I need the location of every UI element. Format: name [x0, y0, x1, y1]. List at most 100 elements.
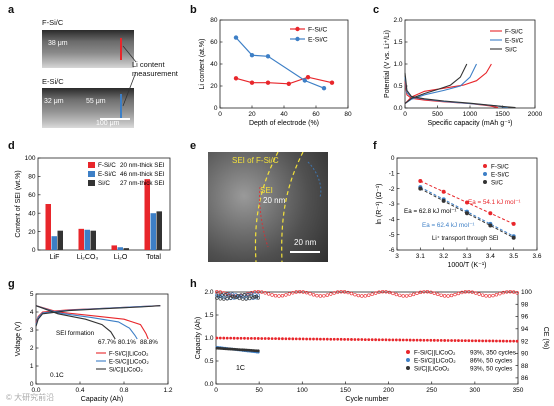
sei-region-blue	[307, 161, 322, 198]
chart-d-bar-2	[57, 230, 63, 250]
chart-h-annotation-rate: 1C	[236, 365, 245, 372]
chart-h-ce-point-0	[411, 292, 416, 297]
chart-h-ylabel2: CE (%)	[542, 327, 549, 350]
chart-b-xtick-label: 80	[344, 111, 352, 118]
chart-c-xtick-label: 0	[403, 111, 407, 118]
chart-d-bar-0	[144, 179, 150, 250]
chart-d-legend-swatch-1	[88, 171, 95, 177]
chart-h-ytick2-label: 86	[521, 375, 529, 382]
chart-h-legend-1: E-Si/C||LiCoO₂	[414, 357, 456, 364]
chart-h-ce-point-2	[220, 293, 224, 297]
chart-h-capacity-point-0	[436, 338, 440, 342]
chart-h-ce-point-0	[456, 291, 461, 296]
chart-h-capacity-point-0	[229, 336, 233, 340]
chart-f-point-0	[465, 200, 469, 205]
chart-h-capacity-point-0	[467, 339, 471, 343]
chart-h-ce-point-2	[227, 293, 231, 298]
chart-b-xlabel: Depth of electrode (%)	[249, 120, 319, 127]
chart-h-capacity-point-0	[457, 339, 460, 342]
chart-h-ce-point-0	[394, 292, 399, 297]
chart-h-ce-point-0	[294, 290, 298, 294]
chart-h-ce-point-0	[467, 290, 471, 294]
sem-esic-scale-1: 32 μm	[44, 98, 64, 105]
chart-h-capacity-point-0	[305, 337, 308, 341]
chart-h-ce-point-0	[287, 292, 292, 296]
chart-h-ce-point-0	[498, 291, 502, 296]
chart-c-ytick-label: 1.5	[393, 39, 402, 46]
chart-b-ytick-label: 0	[214, 105, 218, 112]
chart-h-capacity-point-0	[405, 338, 409, 342]
chart-h-ce-point-0	[446, 294, 450, 298]
chart-d-legend-note-2: 27 nm-thick SEI	[120, 180, 165, 187]
chart-h-capacity-point-0	[298, 337, 302, 341]
chart-h-ce-point-0	[398, 293, 402, 298]
chart-f-xtick-label: 3.3	[462, 253, 471, 260]
chart-h-ce-point-2	[225, 297, 229, 301]
chart-f-ytick-label: -5	[389, 232, 395, 239]
chart-g-ytick-label: 4	[30, 309, 34, 316]
chart-b-ylabel: Li content (at.%)	[199, 39, 206, 90]
chart-h-ce-point-2	[247, 296, 252, 301]
chart-h-ce-point-2	[237, 296, 241, 301]
chart-b-legend-marker-1	[295, 36, 300, 42]
chart-h-ce-point-0	[291, 291, 295, 295]
chart-h-ce-point-0	[377, 290, 381, 294]
chart-b-point-0	[286, 81, 291, 87]
chart-h-ce-point-0	[511, 290, 516, 294]
chart-f-xtick-label: 3.1	[416, 253, 425, 260]
chart-h-ce-point-1	[227, 292, 231, 296]
chart-h-ce-point-0	[260, 290, 264, 294]
chart-h-ce-point-0	[515, 291, 519, 295]
chart-h-ce-point-0	[353, 292, 357, 297]
chart-h-capacity-point-0	[419, 338, 422, 342]
chart-h-capacity-point-0	[453, 339, 457, 342]
chart-h-capacity-point-0	[429, 338, 433, 342]
chart-h-ce-point-0	[429, 290, 433, 294]
chart-c-legend-2: Si/C	[505, 46, 517, 53]
chart-h-capacity-point-0	[287, 337, 291, 341]
chart-h-ce-point-0	[477, 292, 481, 296]
chart-f-legend-marker-2	[483, 180, 487, 184]
chart-h-capacity-point-0	[381, 338, 384, 342]
chart-c-discharge-0	[404, 81, 499, 109]
chart-g-ytick-label: 3	[30, 327, 34, 334]
chart-h-ce-point-1	[241, 295, 245, 299]
chart-h-capacity-point-0	[218, 336, 222, 340]
chart-b-ytick-label: 80	[210, 17, 218, 24]
chart-h-ce-point-0	[308, 292, 312, 296]
chart-f-annotation-transport: Li⁺ transport through SEI	[432, 235, 499, 242]
chart-h-ce-point-0	[470, 290, 474, 294]
chart-h-capacity-point-0	[246, 336, 250, 340]
chart-h-capacity-point-0	[225, 336, 229, 340]
chart-c-ytick-label: 2.0	[393, 17, 402, 24]
chart-h-ce-point-1	[249, 292, 254, 296]
chart-h-capacity-point-0	[312, 337, 315, 341]
chart-h-ce-point-0	[349, 291, 354, 296]
panel-label-c: c	[373, 4, 380, 16]
chart-d-bar-2	[90, 230, 96, 250]
chart-h-ce-point-0	[491, 293, 495, 298]
chart-h-capacity-point-0	[346, 338, 350, 341]
chart-f-xtick-label: 3.4	[486, 253, 495, 260]
chart-b-point-1	[249, 53, 255, 58]
chart-d-ytick-label: 80	[28, 174, 36, 181]
chart-h-capacity-point-0	[384, 338, 388, 342]
chart-b-frame	[219, 19, 349, 109]
chart-h-ce-point-0	[432, 291, 437, 295]
chart-d-ytick-label: 60	[28, 192, 36, 199]
chart-c-ytick-label: 1.0	[393, 61, 402, 68]
panel-label-b: b	[190, 4, 197, 16]
chart-h-capacity-point-0	[339, 337, 343, 341]
chart-h-capacity-point-0	[294, 337, 298, 341]
chart-h-capacity-point-0	[267, 337, 271, 340]
chart-g-ytick-label: 2	[30, 345, 34, 352]
chart-h-ytick2-label: 94	[521, 326, 529, 333]
chart-d-ytick-label: 0	[32, 247, 36, 254]
chart-h-legend-marker-0	[406, 350, 410, 354]
chart-f-point-2	[488, 223, 493, 228]
chart-h-ce-point-0	[363, 294, 367, 298]
chart-h-capacity-point-0	[495, 339, 498, 343]
chart-f-xlabel: 1000/T (K⁻¹)	[448, 262, 487, 269]
chart-h-ce-point-2	[241, 297, 245, 301]
